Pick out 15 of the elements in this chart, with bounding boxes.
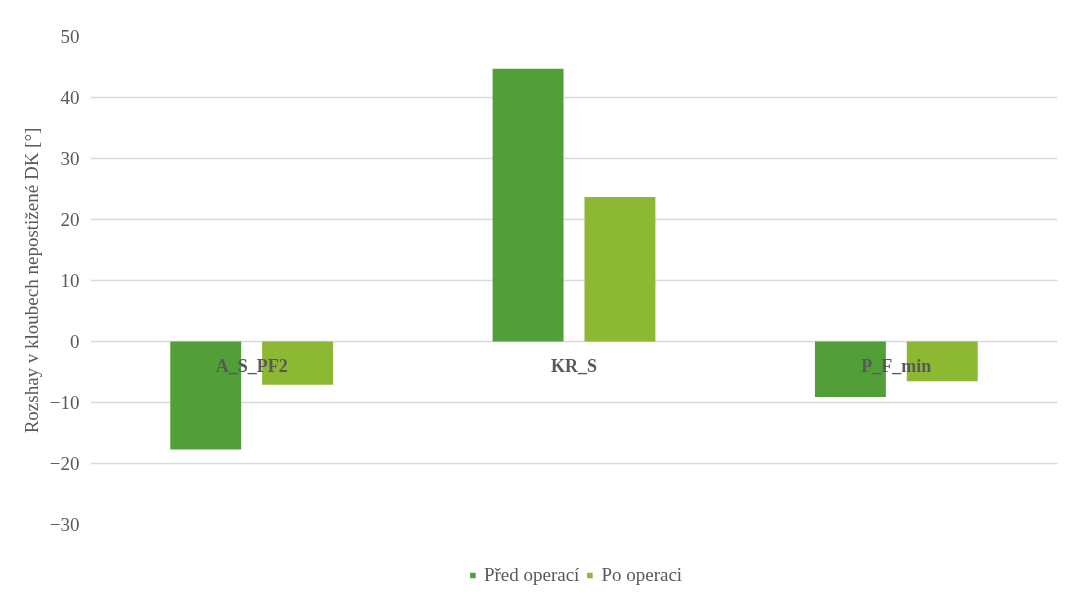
y-tick-label: −10 — [49, 392, 80, 413]
bar — [492, 68, 564, 342]
bar — [584, 196, 656, 342]
x-tick-label: KR_S — [550, 355, 598, 376]
y-tick-label: 40 — [60, 87, 80, 108]
y-tick-label: −20 — [49, 453, 80, 474]
legend-label: Po operaci — [601, 564, 683, 586]
y-tick-label: 50 — [60, 26, 80, 47]
legend-label: Před operací — [483, 564, 580, 586]
y-tick-label: 10 — [60, 270, 80, 291]
y-tick-label: 0 — [70, 331, 80, 352]
y-tick-label: 20 — [60, 209, 80, 230]
y-tick-label: −30 — [49, 514, 80, 535]
y-axis-title: Rozshay v kloubech nepostižené DK [°] — [20, 127, 42, 434]
y-tick-label: 30 — [60, 148, 80, 169]
